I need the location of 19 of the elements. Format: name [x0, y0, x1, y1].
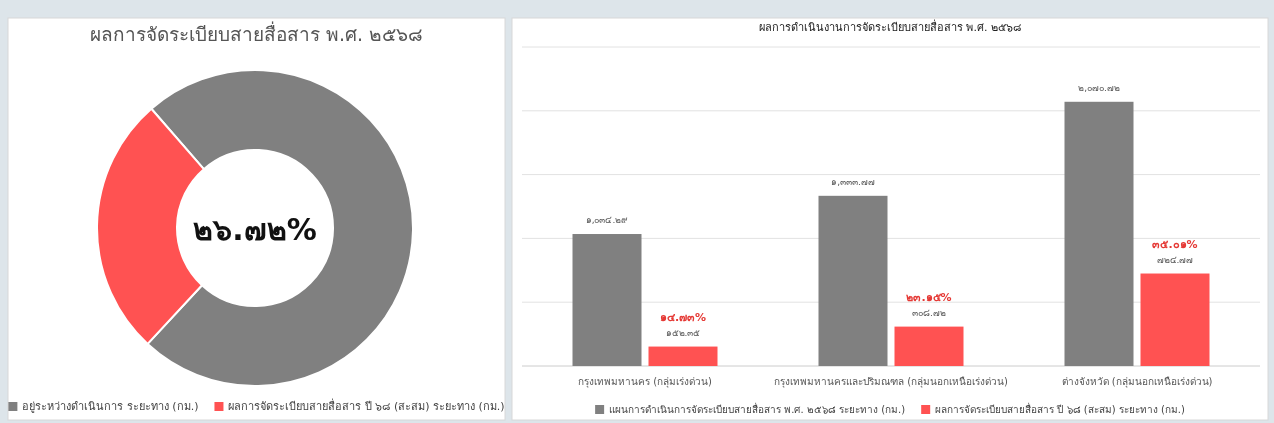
data-label: ๑,๐๓๔.๒๙ [585, 215, 629, 226]
annotation: ๑๔.๗๓% [659, 310, 707, 324]
legend-label: แผนการดำเนินการจัดระเบียบสายสื่อสาร พ.ศ. ๒๕๖๘ ระยะทาง (กม.) [609, 402, 906, 415]
legend-label: ผลการจัดระเบียบสายสื่อสาร ปี ๖๘ (สะสม) ระยะทาง (กม.) [935, 402, 1185, 415]
data-label: ๑๕๒.๓๕ [665, 327, 701, 338]
data-label: ๗๒๔.๗๗ [1156, 254, 1194, 265]
x-tick-label: กรุงเทพมหานครและปริมณฑล (กลุ่มนอกเหนือเร่งด่วน) [774, 376, 1009, 388]
annotation: ๒๓.๑๕% [906, 290, 952, 304]
data-label: ๑,๓๓๓.๗๗ [831, 176, 875, 187]
x-tick-label: ต่างจังหวัด (กลุ่มนอกเหนือเร่งด่วน) [1061, 376, 1213, 388]
x-tick-label: กรุงเทพมหานคร (กลุ่มเร่งด่วน) [578, 376, 713, 388]
chart-title: ผลการจัดระเบียบสายสื่อสาร พ.ศ. ๒๕๖๘ [89, 21, 424, 45]
legend-label: อยู่ระหว่างดำเนินการ ระยะทาง (กม.) [22, 400, 199, 413]
text: ๒๖.๗๒% [193, 212, 317, 247]
annotation: ๓๕.๐๑% [1152, 237, 1198, 251]
chart-title: ผลการดำเนินงานการจัดระเบียบสายสื่อสาร พ.ศ. ๒๕๖๘ [759, 19, 1021, 34]
data-label: ๓๐๘.๗๒ [912, 307, 946, 318]
legend-label: ผลการจัดระเบียบสายสื่อสาร ปี ๖๘ (สะสม) ระยะทาง (กม.) [228, 398, 505, 413]
data-label: ๒,๐๗๐.๗๒ [1078, 82, 1120, 93]
